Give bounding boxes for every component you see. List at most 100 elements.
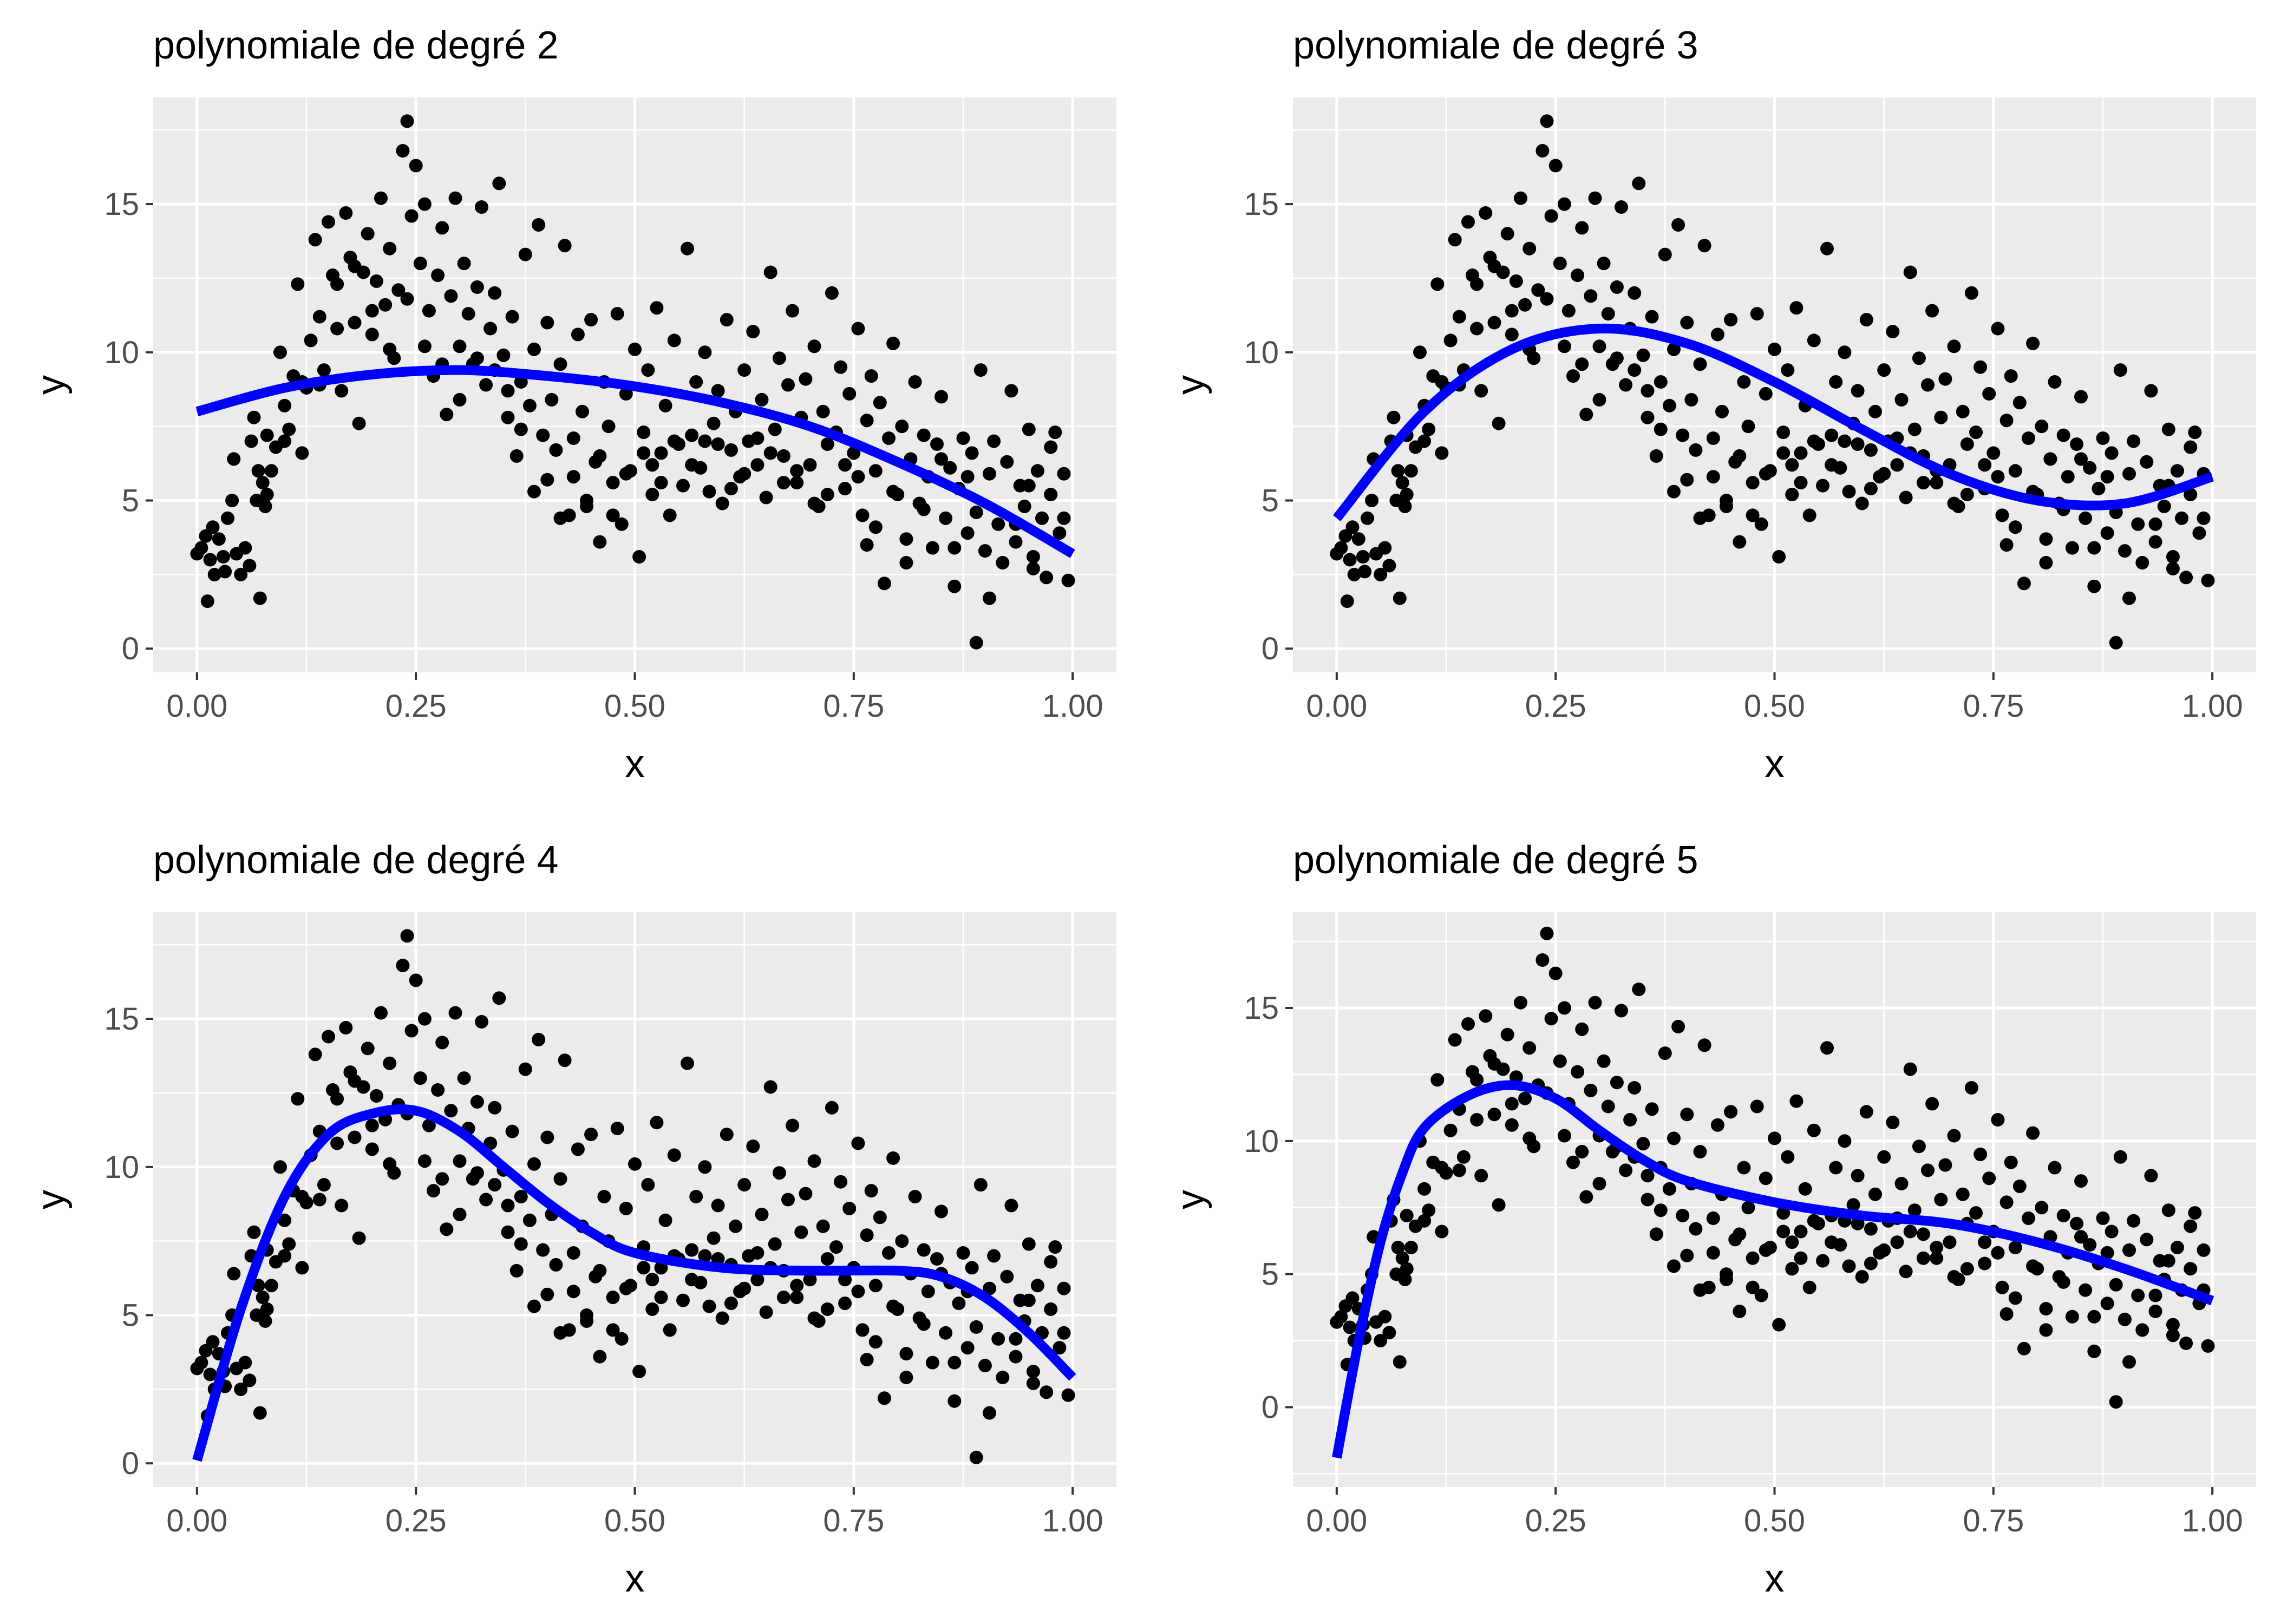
- data-point: [540, 473, 554, 487]
- data-point: [816, 404, 830, 418]
- data-point: [715, 496, 729, 510]
- data-point: [383, 342, 397, 356]
- data-point: [737, 467, 752, 481]
- data-point: [1890, 1235, 1904, 1249]
- data-point: [632, 1365, 646, 1378]
- data-point: [1999, 538, 2014, 552]
- data-point: [1859, 1105, 1873, 1119]
- data-point: [1017, 499, 1031, 513]
- data-point: [1535, 144, 1550, 158]
- data-point: [1334, 1309, 1348, 1324]
- data-point: [1960, 488, 1974, 501]
- data-point: [860, 1228, 874, 1242]
- data-point: [1938, 1158, 1952, 1172]
- data-point: [1710, 1118, 1724, 1132]
- data-point: [2166, 1318, 2180, 1332]
- data-point: [225, 494, 239, 507]
- data-point: [1877, 1150, 1891, 1164]
- data-point: [935, 452, 948, 466]
- data-point: [1641, 384, 1655, 398]
- data-point: [969, 636, 983, 650]
- data-point: [1947, 1270, 1961, 1284]
- data-point: [776, 476, 790, 490]
- data-point: [2087, 1344, 2101, 1358]
- data-point: [2074, 452, 2088, 466]
- data-point: [983, 1406, 996, 1420]
- data-point: [501, 384, 515, 398]
- data-point: [1772, 1318, 1786, 1332]
- data-point: [868, 1335, 883, 1349]
- data-point: [1057, 467, 1071, 481]
- data-point: [1759, 1171, 1773, 1186]
- data-point: [1820, 1041, 1834, 1055]
- data-point: [1855, 1270, 1869, 1284]
- data-point: [2035, 420, 2049, 434]
- data-point: [663, 1323, 677, 1337]
- data-point: [1785, 1262, 1799, 1276]
- x-tick-label: 0.00: [1306, 689, 1367, 724]
- data-point: [1500, 227, 1514, 241]
- data-point: [553, 357, 567, 371]
- data-point: [803, 458, 817, 472]
- data-point: [1741, 420, 1755, 434]
- data-point: [1654, 1203, 1668, 1217]
- data-point: [260, 1302, 274, 1316]
- data-point: [1487, 316, 1501, 330]
- data-point: [1387, 410, 1401, 424]
- data-point: [1061, 1388, 1075, 1402]
- data-point: [1509, 274, 1523, 288]
- data-point: [956, 431, 970, 445]
- data-point: [1601, 307, 1615, 321]
- data-point: [1345, 520, 1360, 534]
- data-point: [2135, 556, 2149, 569]
- data-point: [987, 434, 1001, 448]
- data-point: [571, 328, 585, 342]
- data-point: [864, 369, 878, 383]
- data-point: [610, 1122, 624, 1136]
- data-point: [1417, 434, 1432, 448]
- data-point: [1684, 392, 1698, 407]
- data-point: [1724, 1105, 1738, 1119]
- data-point: [1894, 1177, 1909, 1190]
- data-point: [983, 591, 996, 605]
- data-point: [1999, 1195, 2014, 1209]
- data-point: [273, 1160, 287, 1174]
- data-point: [593, 449, 607, 463]
- data-point: [816, 1219, 830, 1233]
- data-point: [1479, 206, 1493, 220]
- data-point: [707, 1231, 721, 1245]
- data-point: [825, 286, 839, 300]
- data-point: [978, 544, 992, 558]
- data-point: [895, 420, 909, 434]
- data-point: [2087, 1309, 2101, 1324]
- data-point: [470, 1166, 484, 1180]
- data-point: [864, 1184, 878, 1198]
- data-point: [295, 1190, 309, 1203]
- x-tick-label: 0.75: [1963, 689, 2024, 724]
- data-point: [1693, 1283, 1707, 1297]
- data-point: [1947, 1129, 1961, 1143]
- data-point: [1393, 591, 1407, 605]
- data-point: [1697, 1038, 1711, 1052]
- data-point: [2127, 434, 2141, 448]
- data-point: [1461, 1017, 1475, 1031]
- data-point: [330, 322, 344, 336]
- panel-title: polynomiale de degré 5: [1293, 839, 1698, 882]
- x-axis-title: x: [1765, 742, 1785, 785]
- data-point: [404, 1024, 419, 1038]
- data-point: [1846, 1198, 1860, 1212]
- data-point: [1820, 241, 1834, 256]
- data-point: [1995, 1280, 2009, 1294]
- data-point: [799, 372, 813, 386]
- data-point: [1601, 1099, 1615, 1114]
- data-point: [921, 1285, 935, 1299]
- data-point: [536, 428, 550, 442]
- data-point: [2022, 1211, 2035, 1225]
- data-point: [2004, 369, 2018, 383]
- data-point: [2148, 535, 2162, 549]
- data-point: [960, 470, 975, 484]
- data-point: [2105, 1224, 2119, 1239]
- data-point: [1733, 449, 1747, 463]
- data-point: [475, 200, 488, 214]
- data-point: [2148, 1305, 2162, 1318]
